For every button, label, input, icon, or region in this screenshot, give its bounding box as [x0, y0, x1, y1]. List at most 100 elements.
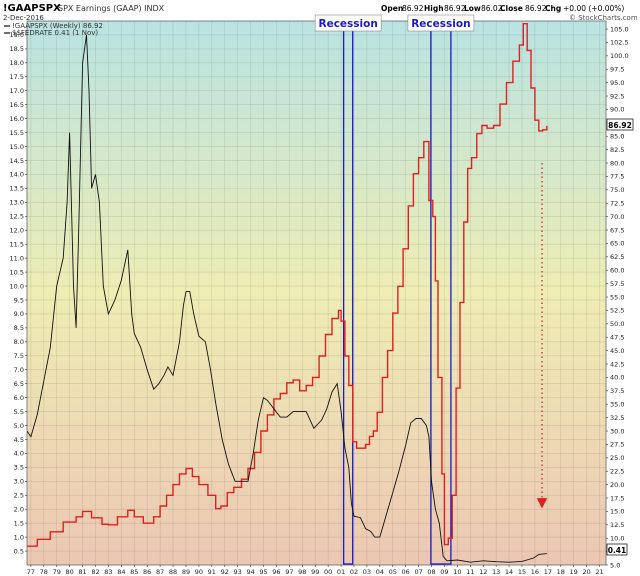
- high-label: High: [424, 4, 444, 13]
- close-value: 86.92: [525, 4, 547, 13]
- right-tick-label: 85.0: [610, 133, 624, 141]
- left-tick-label: 12.0: [10, 227, 24, 235]
- x-tick-label: 05: [389, 568, 397, 576]
- right-tick-label: 60.0: [610, 267, 624, 275]
- x-tick-label: 87: [156, 568, 164, 576]
- left-tick-label: 12.5: [10, 213, 24, 221]
- series-gaapspx-line: [27, 23, 548, 547]
- legend: !GAAPSPX (Weekly) 86.92 $$FEDRATE 0.41 (…: [4, 22, 103, 37]
- low-value: 86.02: [481, 4, 503, 13]
- x-tick-label: 15: [518, 568, 526, 576]
- left-tick-label: 13.5: [10, 185, 24, 193]
- left-tick-label: 4.0: [14, 450, 24, 458]
- left-tick-label: 2.5: [14, 492, 24, 500]
- last-value-earnings: 86.92: [608, 121, 632, 130]
- recession-label-box: [407, 14, 475, 32]
- right-tick-label: 67.5: [610, 226, 624, 234]
- last-value-fedrate: 0.41: [608, 546, 627, 555]
- legend-entry-gaapspx: !GAAPSPX (Weekly) 86.92: [12, 22, 103, 30]
- x-tick-label: 12: [479, 568, 487, 576]
- x-tick-label: 17: [544, 568, 552, 576]
- left-tick-label: 18.0: [10, 59, 24, 67]
- right-tick-label: 97.5: [610, 66, 624, 74]
- x-tick-label: 93: [234, 568, 242, 576]
- x-tick-label: 19: [570, 568, 578, 576]
- low-label: Low: [464, 4, 481, 13]
- right-tick-label: 70.0: [610, 213, 624, 221]
- right-tick-label: 57.5: [610, 280, 624, 288]
- series-fedrate-line: [27, 34, 547, 563]
- left-tick-label: 19.0: [10, 31, 24, 39]
- recession-label-box: [314, 14, 382, 32]
- chg-label: Chg: [545, 4, 561, 13]
- left-tick-label: 11.5: [10, 240, 24, 248]
- left-tick-label: 10.5: [10, 268, 24, 276]
- x-tick-label: 92: [221, 568, 229, 576]
- open-label: Open: [381, 4, 403, 13]
- x-tick-label: 06: [402, 568, 410, 576]
- last-value-tag-earnings: 86.92: [606, 118, 634, 131]
- right-tick-label: 35.0: [610, 401, 624, 409]
- x-tick-label: 09: [440, 568, 448, 576]
- x-tick-label: 84: [117, 568, 125, 576]
- left-axis: 0.5 1.0 1.5 2.0 2.5 3.0 3.5 4.0 4.5 5.0 5.5 6.0 6.5 7…: [10, 31, 27, 555]
- x-tick-label: 13: [492, 568, 500, 576]
- x-tick-label: 78: [40, 568, 48, 576]
- right-tick-label: 50.0: [610, 320, 624, 328]
- left-tick-label: 7.5: [14, 352, 24, 360]
- last-value-tag-fedrate: 0.41: [606, 543, 628, 556]
- right-tick-label: 42.5: [610, 360, 624, 368]
- x-tick-label: 82: [91, 568, 99, 576]
- x-tick-label: 79: [53, 568, 61, 576]
- left-tick-label: 5.0: [14, 422, 24, 430]
- left-tick-label: 8.5: [14, 324, 24, 332]
- chg-value: +0.00 (+0.00%): [563, 4, 624, 13]
- left-tick-label: 10.0: [10, 282, 24, 290]
- x-tick-label: 10: [453, 568, 461, 576]
- right-tick-label: 32.5: [610, 414, 624, 422]
- x-tick-label: 02: [350, 568, 358, 576]
- right-tick-label: 92.5: [610, 92, 624, 100]
- right-tick-label: 12.5: [610, 521, 624, 529]
- right-tick-label: 40.0: [610, 374, 624, 382]
- right-tick-label: 17.5: [610, 494, 624, 502]
- x-tick-label: 89: [182, 568, 190, 576]
- x-tick-label: 85: [130, 568, 138, 576]
- left-tick-label: 0.5: [14, 547, 24, 555]
- left-tick-label: 4.5: [14, 436, 24, 444]
- right-tick-label: 102.5: [610, 39, 629, 47]
- left-tick-label: 15.0: [10, 143, 24, 151]
- chart-date: 2-Dec-2016: [3, 14, 44, 22]
- left-tick-label: 5.5: [14, 408, 24, 416]
- right-tick-label: 52.5: [610, 307, 624, 315]
- right-tick-label: 30.0: [610, 427, 624, 435]
- left-tick-label: 6.5: [14, 380, 24, 388]
- right-tick-label: 77.5: [610, 173, 624, 181]
- right-tick-label: 47.5: [610, 334, 624, 342]
- right-tick-label: 95.0: [610, 79, 624, 87]
- left-tick-label: 1.0: [14, 533, 24, 541]
- right-tick-label: 45.0: [610, 347, 624, 355]
- x-tick-label: 07: [414, 568, 422, 576]
- right-tick-label: 25.0: [610, 454, 624, 462]
- right-tick-label: 90.0: [610, 106, 624, 114]
- left-tick-label: 6.0: [14, 394, 24, 402]
- right-tick-label: 22.5: [610, 468, 624, 476]
- recession-label: Recession: [318, 18, 377, 30]
- right-axis: 5.07.510.012.515.017.520.022.525.027.530…: [606, 25, 629, 569]
- x-tick-label: 80: [66, 568, 74, 576]
- x-tick-label: 98: [298, 568, 306, 576]
- right-tick-label: 80.0: [610, 159, 624, 167]
- right-tick-label: 20.0: [610, 481, 624, 489]
- right-tick-label: 62.5: [610, 253, 624, 261]
- recession-label: Recession: [411, 18, 470, 30]
- x-tick-label: 96: [272, 568, 280, 576]
- right-tick-label: 82.5: [610, 146, 624, 154]
- x-tick-label: 88: [169, 568, 177, 576]
- symbol-description: SPX Earnings (GAAP) INDX: [58, 4, 165, 13]
- grid: [27, 21, 606, 565]
- right-tick-label: 75.0: [610, 186, 624, 194]
- x-tick-label: 81: [78, 568, 86, 576]
- left-tick-label: 7.0: [14, 366, 24, 374]
